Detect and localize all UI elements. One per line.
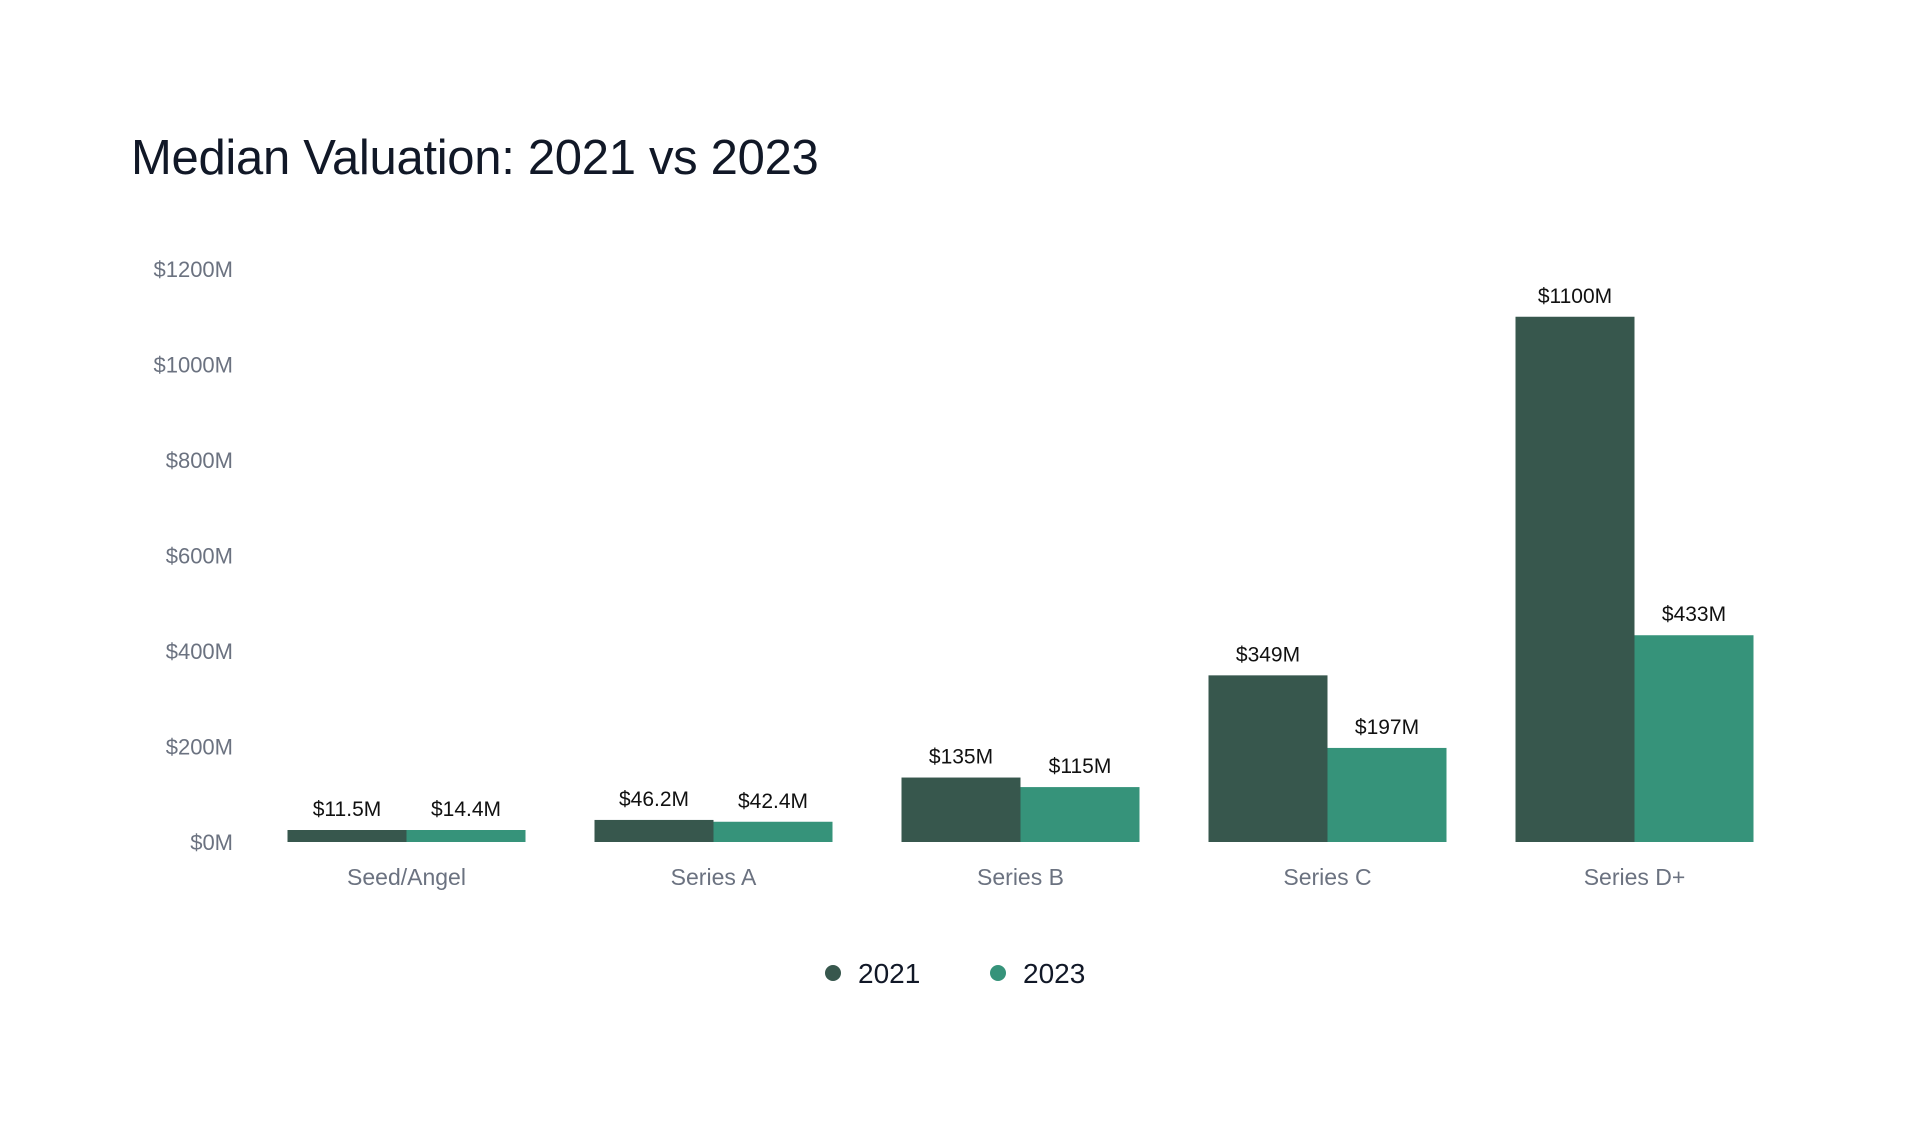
y-tick-label: $600M [166,544,233,569]
bar-2023 [1327,747,1447,842]
bar-2021 [1208,675,1328,842]
x-tick-label: Seed/Angel [347,864,466,890]
legend-marker-2023 [990,965,1006,981]
data-label: $135M [929,746,993,769]
data-label: $197M [1355,716,1419,739]
y-tick-label: $0M [190,830,233,855]
bar-2023 [1634,635,1754,842]
legend-label: 2021 [858,958,920,989]
data-label: $349M [1236,643,1300,666]
chart-title: Median Valuation: 2021 vs 2023 [131,131,819,185]
data-label: $115M [1049,755,1112,778]
y-tick-label: $200M [166,735,233,760]
y-tick-label: $1000M [153,353,233,378]
y-tick-label: $800M [166,448,233,473]
x-tick-label: Series D+ [1584,864,1686,890]
x-tick-label: Series C [1283,864,1371,890]
bar-2021 [287,830,407,842]
bar-2021 [1515,316,1635,842]
y-tick-label: $1200M [153,257,233,282]
bar-2023 [1020,787,1140,842]
data-label: $42.4M [738,790,808,813]
legend-label: 2023 [1023,958,1085,989]
data-label: $46.2M [619,788,689,811]
x-tick-label: Series A [671,864,757,890]
legend-marker-2021 [825,965,841,981]
data-label: $11.5M [313,798,382,821]
bar-2023 [406,830,526,842]
bar-2023 [713,821,833,842]
bar-2021 [901,777,1021,842]
data-label: $14.4M [431,798,501,821]
data-label: $433M [1662,603,1726,626]
y-tick-label: $400M [166,639,233,664]
x-tick-label: Series B [977,864,1064,890]
bar-2021 [594,819,714,842]
data-label: $1100M [1538,285,1612,308]
